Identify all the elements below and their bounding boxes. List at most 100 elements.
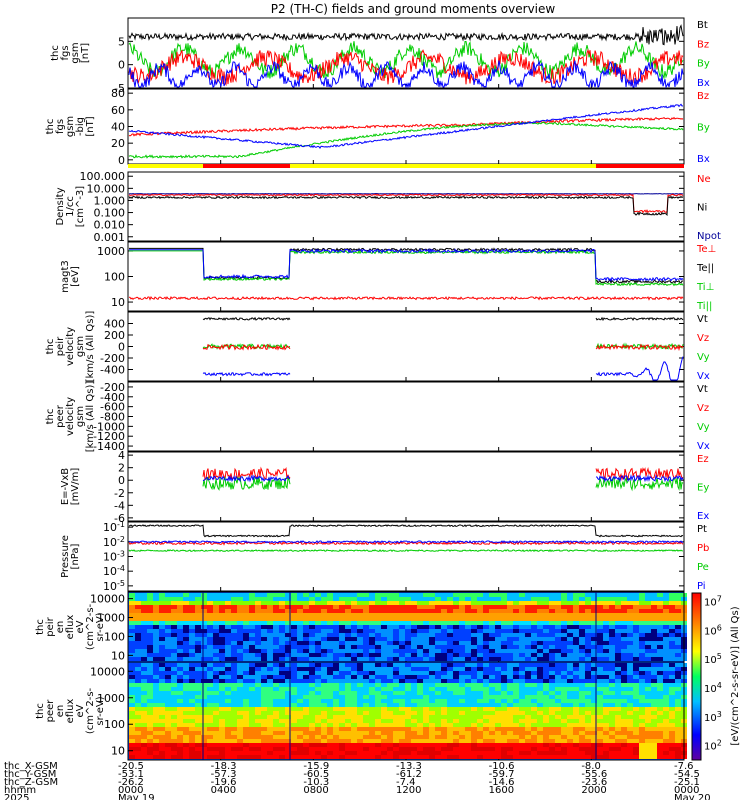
ion_spec-ytick-label: 100 bbox=[104, 630, 125, 643]
spectrogram-cell bbox=[477, 715, 483, 719]
spectrogram-cell bbox=[555, 609, 561, 613]
spectrogram-cell bbox=[591, 751, 597, 755]
spectrogram-cell bbox=[297, 735, 303, 739]
spectrogram-cell bbox=[543, 597, 549, 601]
spectrogram-cell bbox=[639, 747, 645, 751]
spectrogram-cell bbox=[615, 633, 621, 637]
spectrogram-cell bbox=[645, 727, 651, 731]
spectrogram-cell bbox=[603, 691, 609, 695]
spectrogram-cell bbox=[519, 667, 525, 671]
spectrogram-cell bbox=[303, 735, 309, 739]
spectrogram-cell bbox=[657, 739, 663, 743]
spectrogram-cell bbox=[219, 649, 225, 653]
x-row-label: thc_X-GSM bbox=[4, 761, 58, 772]
spectrogram-cell bbox=[555, 743, 561, 747]
spectrogram-cell bbox=[219, 739, 225, 743]
spectrogram-cell bbox=[201, 641, 207, 645]
spectrogram-cell bbox=[519, 683, 525, 687]
spectrogram-cell bbox=[525, 703, 531, 707]
spectrogram-cell bbox=[471, 703, 477, 707]
spectrogram-cell bbox=[411, 699, 417, 703]
spectrogram-cell bbox=[267, 747, 273, 751]
spectrogram-cell bbox=[291, 743, 297, 747]
spectrogram-cell bbox=[567, 755, 573, 759]
spectrogram-cell bbox=[465, 625, 471, 629]
spectrogram-cell bbox=[603, 625, 609, 629]
spectrogram-cell bbox=[513, 657, 519, 661]
spectrogram-cell bbox=[333, 703, 339, 707]
spectrogram-cell bbox=[339, 597, 345, 601]
spectrogram-cell bbox=[483, 629, 489, 633]
spectrogram-cell bbox=[255, 755, 261, 759]
spectrogram-cell bbox=[615, 699, 621, 703]
spectrogram-cell bbox=[189, 679, 195, 683]
spectrogram-cell bbox=[375, 735, 381, 739]
spectrogram-cell bbox=[513, 735, 519, 739]
fgs_big-ytick-label: 80 bbox=[111, 87, 125, 100]
spectrogram-cell bbox=[609, 645, 615, 649]
spectrogram-cell bbox=[249, 751, 255, 755]
spectrogram-cell bbox=[381, 625, 387, 629]
spectrogram-cell bbox=[495, 699, 501, 703]
spectrogram-cell bbox=[507, 735, 513, 739]
spectrogram-cell bbox=[411, 679, 417, 683]
spectrogram-cell bbox=[423, 691, 429, 695]
spectrogram-cell bbox=[351, 637, 357, 641]
spectrogram-cell bbox=[405, 723, 411, 727]
spectrogram-cell bbox=[321, 605, 327, 609]
spectrogram-cell bbox=[165, 735, 171, 739]
spectrogram-cell bbox=[417, 645, 423, 649]
spectrogram-cell bbox=[633, 711, 639, 715]
spectrogram-cell bbox=[543, 739, 549, 743]
spectrogram-cell bbox=[645, 719, 651, 723]
spectrogram-cell bbox=[237, 699, 243, 703]
temp-legend-2: Ti⊥ bbox=[696, 282, 714, 293]
spectrogram-cell bbox=[531, 747, 537, 751]
spectrogram-cell bbox=[639, 687, 645, 691]
spectrogram-cell bbox=[495, 731, 501, 735]
spectrogram-cell bbox=[651, 707, 657, 711]
spectrogram-cell bbox=[567, 691, 573, 695]
spectrogram-cell bbox=[243, 641, 249, 645]
spectrogram-cell bbox=[513, 663, 519, 667]
spectrogram-cell bbox=[549, 683, 555, 687]
spectrogram-cell bbox=[633, 609, 639, 613]
spectrogram-cell bbox=[357, 703, 363, 707]
spectrogram-cell bbox=[555, 679, 561, 683]
spectrogram-cell bbox=[465, 629, 471, 633]
spectrogram-cell bbox=[567, 739, 573, 743]
spectrogram-cell bbox=[549, 747, 555, 751]
spectrogram-cell bbox=[525, 711, 531, 715]
spectrogram-cell bbox=[465, 699, 471, 703]
spectrogram-cell bbox=[171, 683, 177, 687]
spectrogram-cell bbox=[537, 663, 543, 667]
spectrogram-cell bbox=[411, 703, 417, 707]
spectrogram-cell bbox=[609, 715, 615, 719]
spectrogram-cell bbox=[441, 597, 447, 601]
fgs_big-ylabel: fgs bbox=[55, 119, 66, 134]
spectrogram-cell bbox=[327, 735, 333, 739]
spectrogram-cell bbox=[321, 653, 327, 657]
spectrogram-cell bbox=[627, 703, 633, 707]
spectrogram-cell bbox=[141, 751, 147, 755]
spectrogram-cell bbox=[669, 679, 675, 683]
spectrogram-cell bbox=[495, 723, 501, 727]
spectrogram-cell bbox=[627, 601, 633, 605]
spectrogram-cell bbox=[213, 613, 219, 617]
spectrogram-cell bbox=[363, 747, 369, 751]
spectrogram-cell bbox=[351, 663, 357, 667]
spectrogram-cell bbox=[651, 699, 657, 703]
spectrogram-cell bbox=[207, 649, 213, 653]
spectrogram-cell bbox=[675, 679, 681, 683]
spectrogram-cell bbox=[423, 715, 429, 719]
spectrogram-cell bbox=[387, 649, 393, 653]
spectrogram-cell bbox=[459, 719, 465, 723]
spectrogram-cell bbox=[321, 751, 327, 755]
spectrogram-cell bbox=[513, 675, 519, 679]
spectrogram-cell bbox=[177, 735, 183, 739]
spectrogram-cell bbox=[525, 695, 531, 699]
spectrogram-cell bbox=[423, 609, 429, 613]
spectrogram-cell bbox=[627, 679, 633, 683]
spectrogram-cell bbox=[321, 723, 327, 727]
spectrogram-cell bbox=[651, 703, 657, 707]
